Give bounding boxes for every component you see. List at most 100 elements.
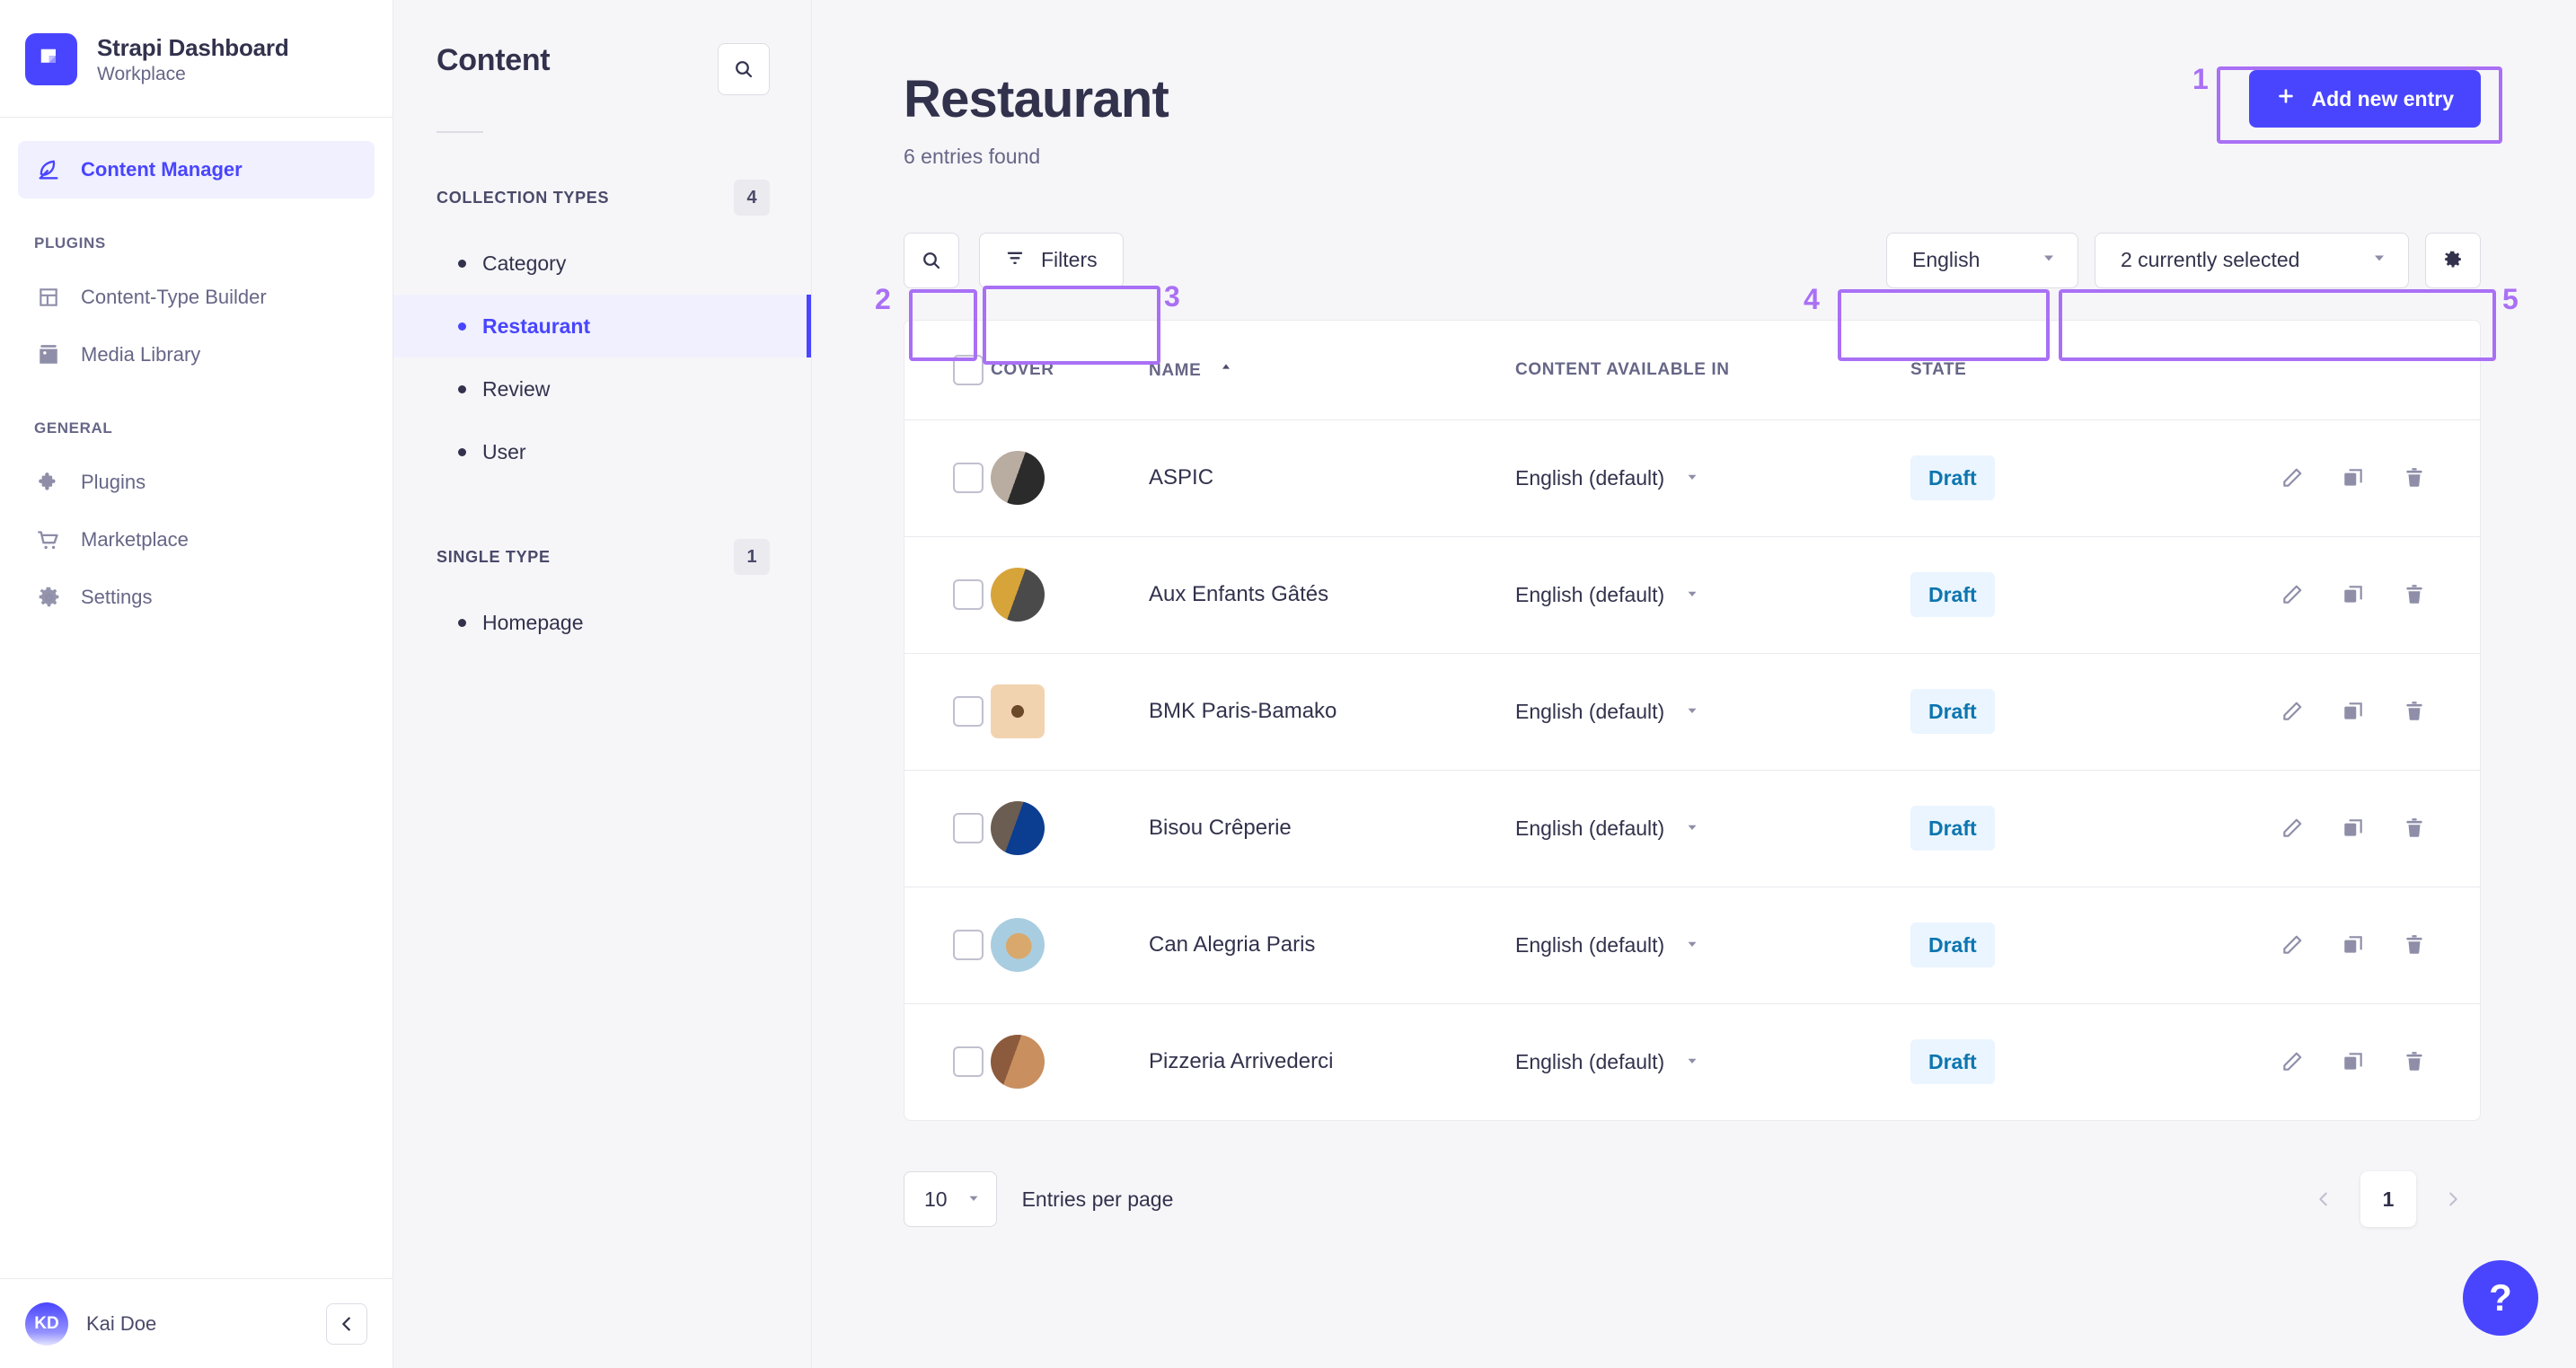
- page-number-1[interactable]: 1: [2360, 1171, 2416, 1228]
- next-page-button[interactable]: [2425, 1171, 2481, 1227]
- sidebar-item-content-manager[interactable]: Content Manager: [18, 141, 375, 199]
- duplicate-icon[interactable]: [2342, 583, 2365, 606]
- table-row[interactable]: BMK Paris-Bamako English (default) Draft: [904, 653, 2480, 771]
- row-actions-cell: [2162, 653, 2480, 771]
- collection-types-list: Category Restaurant Review User: [393, 232, 811, 483]
- sidebar-item-media-library[interactable]: Media Library: [18, 326, 375, 384]
- pencil-icon[interactable]: [2280, 700, 2304, 723]
- add-new-entry-button[interactable]: Add new entry: [2248, 70, 2481, 128]
- fields-value: 2 currently selected: [2121, 248, 2300, 272]
- collection-item-restaurant[interactable]: Restaurant: [393, 295, 811, 357]
- column-header-name[interactable]: NAME: [1149, 320, 1515, 420]
- fields-select[interactable]: 2 currently selected: [2095, 232, 2409, 288]
- row-checkbox[interactable]: [953, 813, 984, 844]
- table-settings-button[interactable]: [2425, 232, 2481, 288]
- pencil-icon[interactable]: [2280, 933, 2304, 957]
- duplicate-icon[interactable]: [2342, 816, 2365, 840]
- bullet-icon: [458, 259, 466, 268]
- single-type-item-homepage[interactable]: Homepage: [393, 591, 811, 654]
- gear-icon: [34, 583, 63, 612]
- row-name: Can Alegria Paris: [1149, 932, 1316, 958]
- sidebar-item-plugins[interactable]: Plugins: [18, 454, 375, 511]
- row-locale-cell: English (default): [1515, 1003, 1910, 1120]
- search-icon: [923, 252, 940, 269]
- pencil-icon[interactable]: [2280, 816, 2304, 840]
- column-header-state[interactable]: STATE: [1910, 320, 2162, 420]
- select-all-checkbox[interactable]: [953, 354, 984, 385]
- trash-icon[interactable]: [2403, 933, 2426, 957]
- sidebar-item-settings[interactable]: Settings: [18, 569, 375, 626]
- row-name-cell: Pizzeria Arrivederci: [1149, 1003, 1515, 1120]
- sidebar-item-label: Media Library: [81, 343, 201, 366]
- collection-item-label: Review: [482, 376, 551, 401]
- brand-header[interactable]: Strapi Dashboard Workplace: [0, 0, 393, 118]
- table-row[interactable]: Can Alegria Paris English (default) Draf…: [904, 887, 2480, 1004]
- column-header-content-available-in[interactable]: CONTENT AVAILABLE IN: [1515, 320, 1910, 420]
- duplicate-icon[interactable]: [2342, 1050, 2365, 1073]
- content-search-button[interactable]: [718, 43, 770, 95]
- chevron-down-icon: [966, 1187, 982, 1212]
- row-checkbox[interactable]: [953, 1046, 984, 1078]
- row-cover-cell: [991, 1003, 1149, 1120]
- duplicate-icon[interactable]: [2342, 700, 2365, 723]
- chevron-down-icon: [1684, 1050, 1700, 1074]
- row-locale-value: English (default): [1515, 816, 1665, 840]
- table-row[interactable]: ASPIC English (default) Draft: [904, 419, 2480, 537]
- row-select-cell: [904, 1003, 991, 1120]
- collection-item-review[interactable]: Review: [393, 357, 811, 420]
- left-sidebar: Strapi Dashboard Workplace Content Manag…: [0, 0, 393, 1368]
- row-locale-select[interactable]: English (default): [1515, 933, 1910, 958]
- row-name: BMK Paris-Bamako: [1149, 699, 1337, 724]
- row-locale-select[interactable]: English (default): [1515, 583, 1910, 607]
- pencil-icon[interactable]: [2280, 583, 2304, 606]
- trash-icon[interactable]: [2403, 466, 2426, 490]
- sidebar-item-content-type-builder[interactable]: Content-Type Builder: [18, 269, 375, 326]
- table-row[interactable]: Pizzeria Arrivederci English (default) D…: [904, 1003, 2480, 1120]
- row-name-cell: Can Alegria Paris: [1149, 887, 1515, 1004]
- sidebar-item-marketplace[interactable]: Marketplace: [18, 511, 375, 569]
- locale-select[interactable]: English: [1886, 232, 2078, 288]
- duplicate-icon[interactable]: [2342, 466, 2365, 490]
- row-checkbox[interactable]: [953, 930, 984, 961]
- duplicate-icon[interactable]: [2342, 933, 2365, 957]
- pencil-icon[interactable]: [2280, 1050, 2304, 1073]
- row-select-cell: [904, 419, 991, 537]
- collection-item-category[interactable]: Category: [393, 232, 811, 295]
- cover-thumbnail: [991, 1035, 1045, 1090]
- row-locale-select[interactable]: English (default): [1515, 816, 1910, 841]
- filters-button[interactable]: Filters: [979, 232, 1124, 288]
- user-bar[interactable]: KD Kai Doe: [0, 1278, 393, 1368]
- gear-icon: [2445, 251, 2461, 268]
- collection-item-user[interactable]: User: [393, 420, 811, 483]
- pencil-icon[interactable]: [2280, 466, 2304, 490]
- entries-per-page-select[interactable]: 10: [904, 1171, 997, 1228]
- table-row[interactable]: Bisou Crêperie English (default) Draft: [904, 770, 2480, 887]
- row-locale-select[interactable]: English (default): [1515, 466, 1910, 490]
- row-name-cell: Bisou Crêperie: [1149, 770, 1515, 887]
- row-checkbox[interactable]: [953, 463, 984, 494]
- previous-page-button[interactable]: [2296, 1171, 2351, 1227]
- help-button[interactable]: ?: [2463, 1260, 2538, 1336]
- page-title: Restaurant: [904, 70, 1169, 128]
- trash-icon[interactable]: [2403, 816, 2426, 840]
- chevron-left-icon: [342, 1316, 350, 1331]
- chevron-down-icon: [2040, 248, 2058, 272]
- table-search-button[interactable]: [904, 232, 959, 288]
- trash-icon[interactable]: [2403, 1050, 2426, 1073]
- trash-icon[interactable]: [2403, 700, 2426, 723]
- cover-thumbnail: [991, 451, 1045, 506]
- row-locale-select[interactable]: English (default): [1515, 1050, 1910, 1074]
- row-checkbox[interactable]: [953, 696, 984, 728]
- column-header-cover[interactable]: COVER: [991, 320, 1149, 420]
- row-actions-cell: [2162, 887, 2480, 1004]
- status-badge: Draft: [1910, 455, 1995, 501]
- row-checkbox[interactable]: [953, 579, 984, 611]
- table-row[interactable]: Aux Enfants Gâtés English (default) Draf…: [904, 536, 2480, 654]
- collapse-sidebar-button[interactable]: [326, 1302, 367, 1345]
- search-icon: [736, 61, 753, 78]
- trash-icon[interactable]: [2403, 583, 2426, 606]
- brand-subtitle: Workplace: [97, 63, 186, 84]
- row-locale-select[interactable]: English (default): [1515, 700, 1910, 724]
- add-new-entry-label: Add new entry: [2311, 86, 2454, 110]
- chevron-down-icon: [1684, 583, 1700, 607]
